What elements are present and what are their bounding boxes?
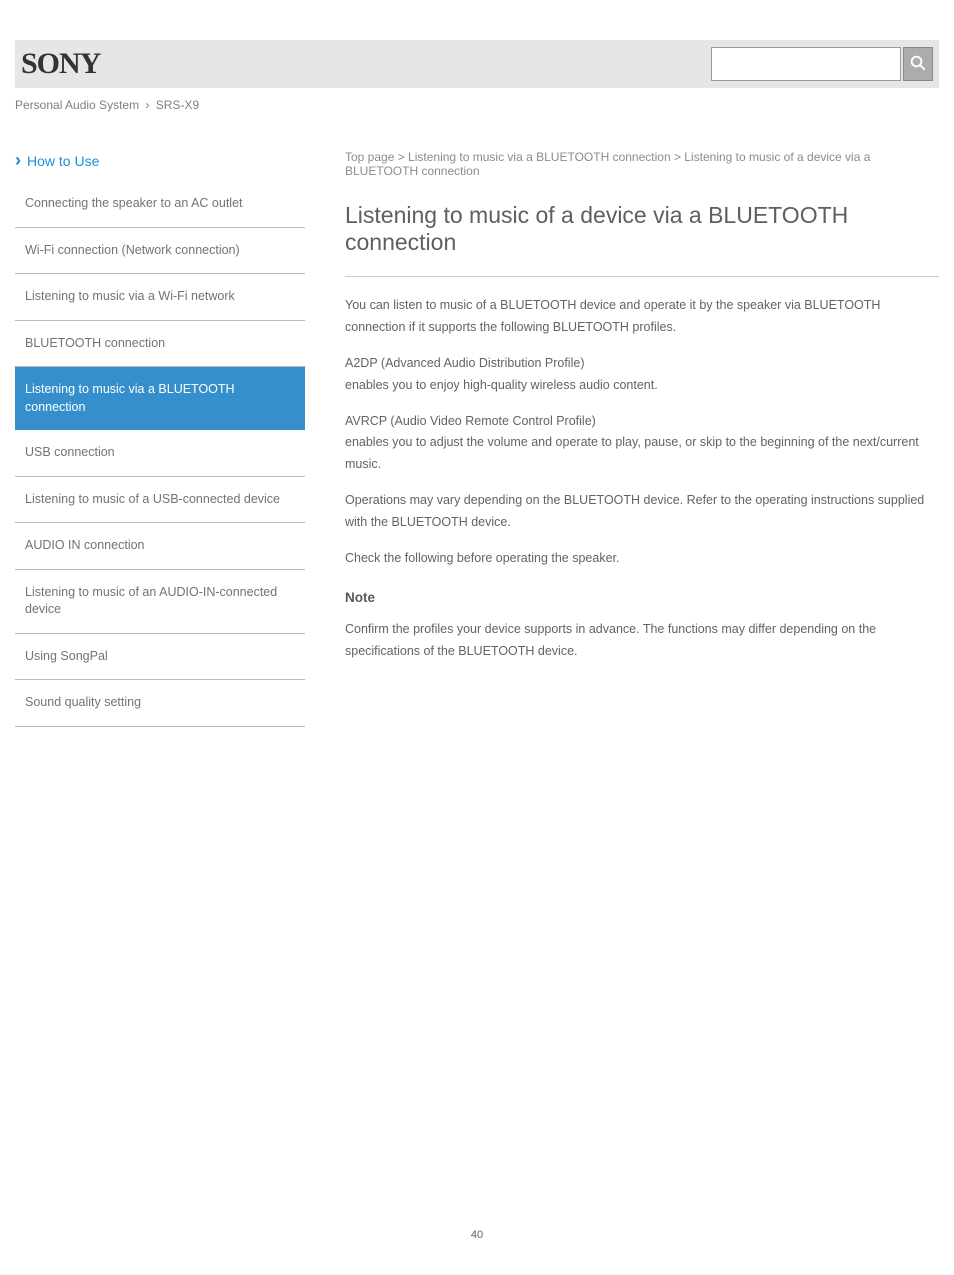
- product-link[interactable]: Personal Audio System: [15, 98, 139, 112]
- nav-item[interactable]: Connecting the speaker to an AC outlet: [15, 181, 305, 228]
- paragraph: Check the following before operating the…: [345, 548, 939, 570]
- nav-list: Connecting the speaker to an AC outletWi…: [15, 181, 305, 727]
- body-text: You can listen to music of a BLUETOOTH d…: [345, 295, 939, 663]
- title-divider: [345, 276, 939, 277]
- howto-label: How to Use: [27, 153, 99, 169]
- nav-item[interactable]: Using SongPal: [15, 634, 305, 681]
- main-content: Top page > Listening to music via a BLUE…: [345, 150, 939, 727]
- separator: ›: [145, 98, 149, 112]
- nav-item[interactable]: AUDIO IN connection: [15, 523, 305, 570]
- header-bar: SONY: [15, 40, 939, 88]
- nav-item[interactable]: USB connection: [15, 430, 305, 477]
- brand-logo: SONY: [21, 47, 100, 81]
- paragraph: You can listen to music of a BLUETOOTH d…: [345, 295, 939, 339]
- model-link[interactable]: SRS-X9: [156, 98, 199, 112]
- nav-item[interactable]: Wi-Fi connection (Network connection): [15, 228, 305, 275]
- howto-row[interactable]: › How to Use: [15, 150, 305, 171]
- nav-item[interactable]: Listening to music via a BLUETOOTH conne…: [15, 367, 305, 430]
- nav-item[interactable]: BLUETOOTH connection: [15, 321, 305, 368]
- nav-item[interactable]: Listening to music of a USB-connected de…: [15, 477, 305, 524]
- breadcrumb: Top page > Listening to music via a BLUE…: [345, 150, 939, 178]
- search-group: [711, 47, 933, 81]
- search-input[interactable]: [711, 47, 901, 81]
- top-links: Personal Audio System › SRS-X9: [15, 98, 939, 112]
- search-button[interactable]: [903, 47, 933, 81]
- page-title: Listening to music of a device via a BLU…: [345, 202, 939, 256]
- nav-item[interactable]: Listening to music via a Wi-Fi network: [15, 274, 305, 321]
- nav-item[interactable]: Listening to music of an AUDIO-IN-connec…: [15, 570, 305, 634]
- paragraph: Operations may vary depending on the BLU…: [345, 490, 939, 534]
- nav-item[interactable]: Sound quality setting: [15, 680, 305, 727]
- note-text: Confirm the profiles your device support…: [345, 619, 939, 663]
- search-icon: [909, 54, 927, 75]
- chevron-right-icon: ›: [15, 150, 21, 171]
- note-heading: Note: [345, 586, 939, 610]
- page-number: 40: [0, 1229, 954, 1241]
- sidebar: › How to Use Connecting the speaker to a…: [15, 150, 305, 727]
- paragraph: A2DP (Advanced Audio Distribution Profil…: [345, 353, 939, 397]
- paragraph: AVRCP (Audio Video Remote Control Profil…: [345, 411, 939, 477]
